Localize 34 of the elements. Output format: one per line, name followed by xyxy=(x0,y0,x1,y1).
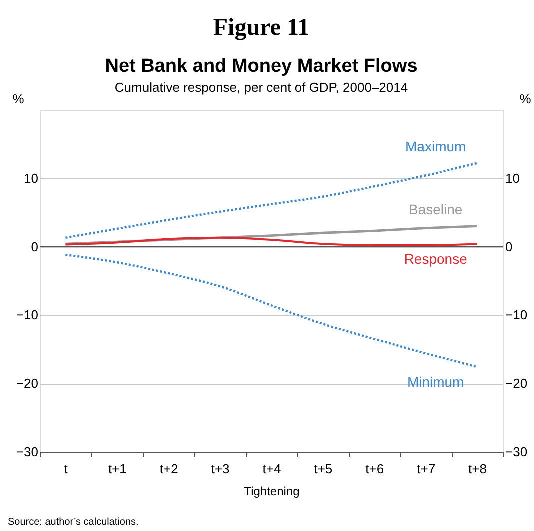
line-series xyxy=(64,162,478,240)
y-axis-title: % xyxy=(12,92,25,106)
y2-tick-label: −20 xyxy=(506,376,528,392)
y2-tick-label: −30 xyxy=(506,444,528,460)
x-axis-title: Tightening xyxy=(244,484,300,498)
y2-tick-label: −10 xyxy=(506,308,528,323)
source-note: Source: author’s calculations. xyxy=(8,517,139,528)
y-tick-label: −20 xyxy=(16,376,38,392)
x-tick-label: t+1 xyxy=(108,462,127,476)
series-label: Maximum xyxy=(405,138,466,154)
x-tick-label: t+5 xyxy=(314,462,333,476)
y-tick-label: 0 xyxy=(31,239,38,254)
series-label: Baseline xyxy=(408,201,463,218)
line-series xyxy=(64,254,478,368)
series-label: Response xyxy=(404,251,468,268)
y-tick-label: −10 xyxy=(16,308,38,323)
y2-tick-label: 10 xyxy=(506,170,520,186)
line-series xyxy=(64,236,478,246)
y-tick-label: −30 xyxy=(16,444,38,460)
x-tick-label: t+8 xyxy=(468,462,487,476)
chart-subtitle: Cumulative response, per cent of GDP, 2000–2014 xyxy=(114,80,408,95)
y-tick-label: 10 xyxy=(24,170,38,186)
line-series xyxy=(64,225,478,246)
series-label: Minimum xyxy=(407,374,464,390)
x-tick-label: t+7 xyxy=(417,462,436,476)
caption: Figure 11 xyxy=(213,15,310,41)
x-tick-label: t+2 xyxy=(160,462,178,476)
y2-axis-title: % xyxy=(520,92,532,106)
x-tick-label: t+3 xyxy=(211,462,230,476)
x-tick-label: t xyxy=(64,462,68,476)
chart-title: Net Bank and Money Market Flows xyxy=(105,56,418,77)
y2-tick-label: 0 xyxy=(506,239,513,254)
x-tick-label: t+6 xyxy=(366,462,384,476)
x-tick-label: t+4 xyxy=(262,462,282,476)
